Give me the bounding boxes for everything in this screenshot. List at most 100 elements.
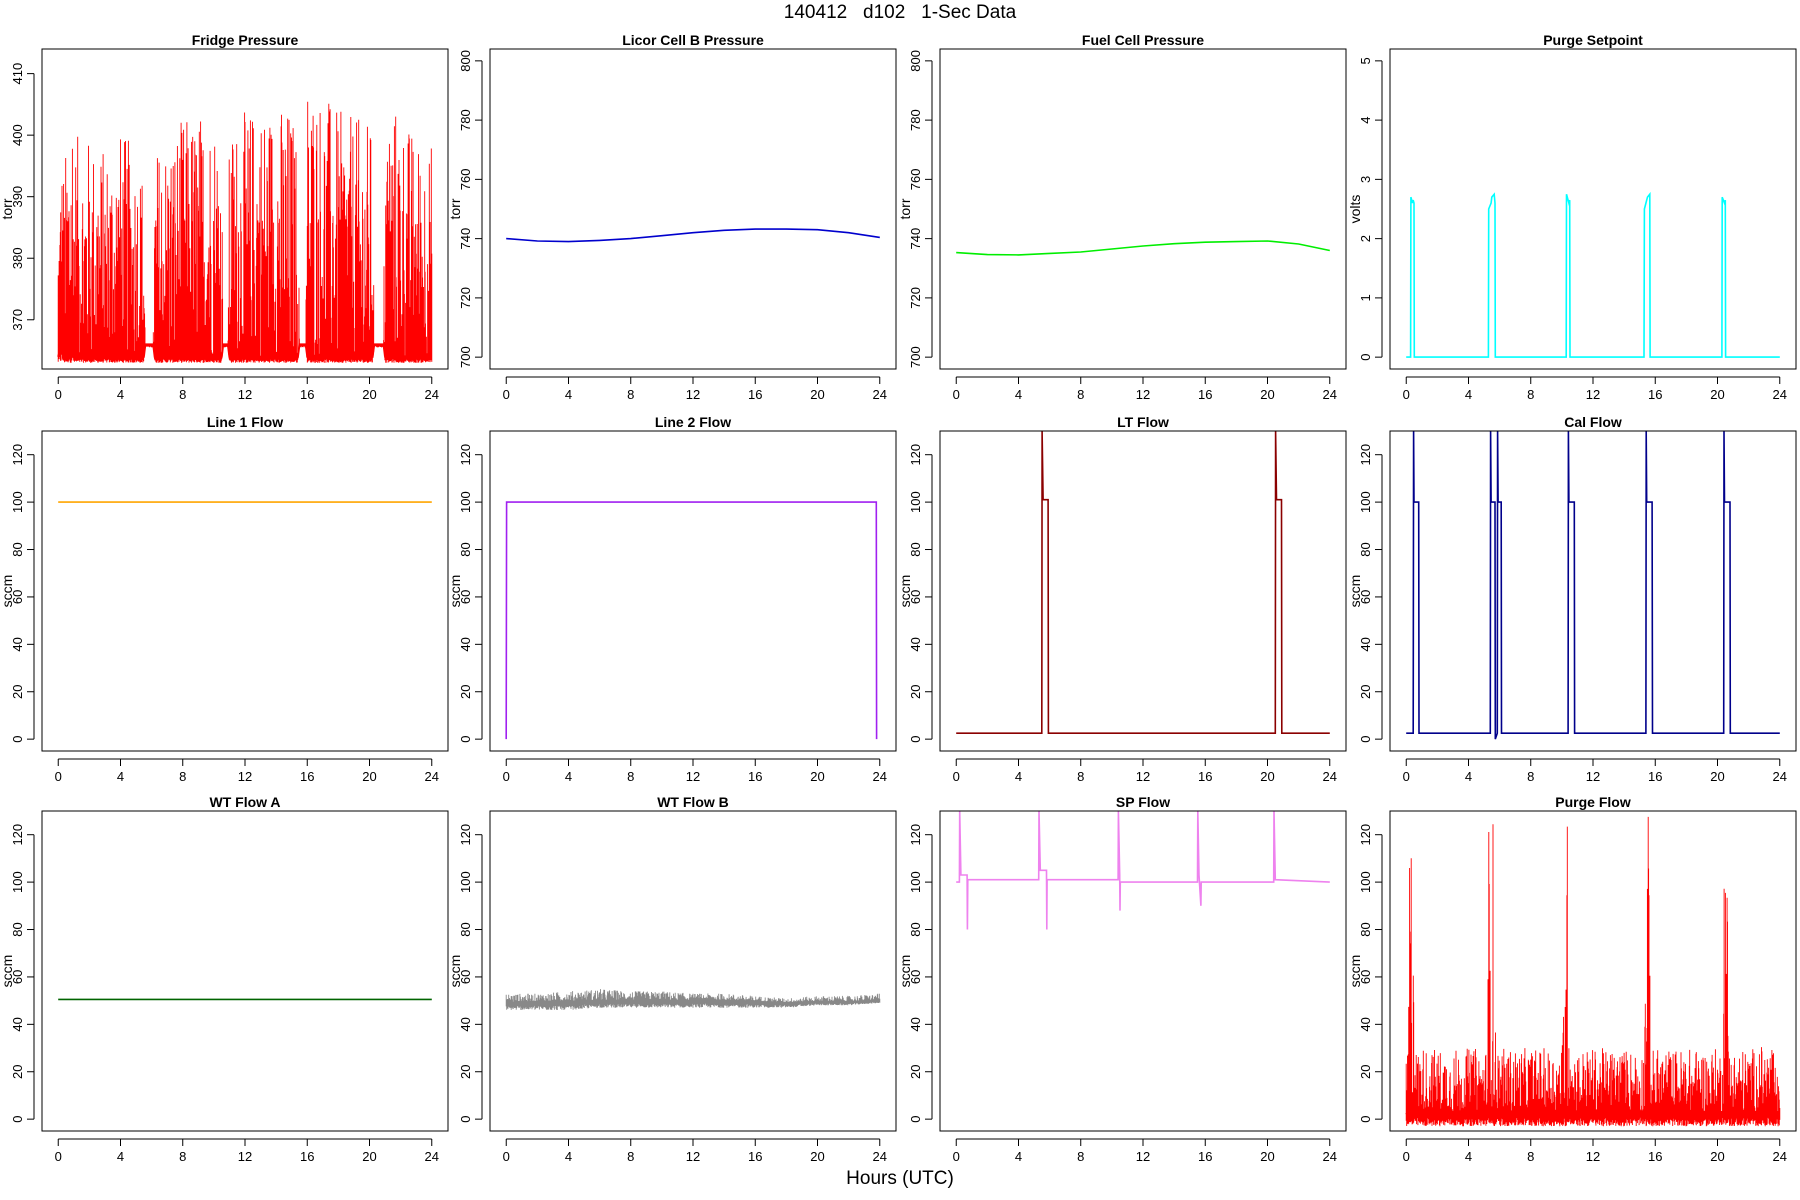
panel-data-fridge-pressure	[57, 101, 433, 363]
series-line-sp-flow	[956, 811, 1330, 930]
y-axis-label-cal-flow: sccm	[1347, 575, 1363, 608]
x-tick-label-line-1-flow: 24	[425, 769, 439, 784]
y-tick-label-line-1-flow: 120	[10, 444, 25, 466]
y-tick-label-wt-flow-b: 20	[458, 1065, 473, 1079]
panel-lt-flow: LT Flow sccm 0 4 8 12 16 20 24 0 20 40 60 80 100 120	[897, 414, 1347, 784]
x-tick-label-fridge-pressure: 8	[179, 387, 186, 402]
x-tick-label-cal-flow: 12	[1586, 769, 1600, 784]
y-axis-label-line-1-flow: sccm	[0, 575, 15, 608]
x-tick-label-wt-flow-b: 24	[873, 1149, 887, 1164]
y-tick-label-sp-flow: 0	[908, 1116, 923, 1123]
y-tick-label-line-1-flow: 60	[10, 590, 25, 604]
y-tick-label-wt-flow-b: 0	[458, 1116, 473, 1123]
series-line-cal-flow	[1406, 431, 1780, 740]
y-tick-label-line-2-flow: 20	[458, 685, 473, 699]
x-tick-label-purge-setpoint: 0	[1403, 387, 1410, 402]
y-tick-label-cal-flow: 120	[1358, 444, 1373, 466]
x-tick-label-wt-flow-b: 8	[627, 1149, 634, 1164]
y-tick-label-cal-flow: 100	[1358, 491, 1373, 513]
y-axis-label-lt-flow: sccm	[897, 575, 913, 608]
x-tick-label-wt-flow-b: 20	[810, 1149, 824, 1164]
plot-frame-purge-flow	[1389, 810, 1797, 1132]
x-tick-label-cal-flow: 20	[1710, 769, 1724, 784]
panel-data-line-2-flow	[505, 501, 878, 740]
y-tick-label-wt-flow-b: 60	[458, 970, 473, 984]
x-tick-label-sp-flow: 4	[1015, 1149, 1022, 1164]
x-tick-label-sp-flow: 16	[1198, 1149, 1212, 1164]
figure-title: 140412 d102 1-Sec Data	[783, 2, 1017, 23]
y-tick-label-lt-flow: 0	[908, 736, 923, 743]
y-tick-label-purge-flow: 40	[1358, 1017, 1373, 1031]
y-tick-label-cal-flow: 0	[1358, 736, 1373, 743]
y-tick-label-wt-flow-b: 40	[458, 1017, 473, 1031]
y-axis-label-fuel-cell-pressure: torr	[897, 198, 913, 219]
plot-frame-wt-flow-b	[489, 810, 897, 1132]
x-tick-label-wt-flow-a: 16	[300, 1149, 314, 1164]
y-tick-label-sp-flow: 20	[908, 1065, 923, 1079]
y-tick-label-fridge-pressure: 380	[10, 247, 25, 269]
x-tick-label-line-2-flow: 8	[627, 769, 634, 784]
y-tick-label-line-2-flow: 60	[458, 590, 473, 604]
x-tick-label-line-2-flow: 16	[748, 769, 762, 784]
y-tick-label-line-2-flow: 0	[458, 736, 473, 743]
panel-title-licor-cell-b-pressure: Licor Cell B Pressure	[622, 32, 764, 48]
y-tick-label-purge-flow: 60	[1358, 970, 1373, 984]
panel-purge-flow: Purge Flow sccm 0 4 8 12 16 20 24 0 20 40 60 80 100 120	[1347, 794, 1797, 1164]
plot-frame-purge-setpoint	[1389, 48, 1797, 370]
x-tick-label-purge-flow: 20	[1710, 1149, 1724, 1164]
x-tick-label-wt-flow-a: 0	[55, 1149, 62, 1164]
x-tick-label-cal-flow: 0	[1403, 769, 1410, 784]
y-tick-label-purge-setpoint: 4	[1358, 116, 1373, 123]
y-tick-label-wt-flow-a: 0	[10, 1116, 25, 1123]
panel-cal-flow: Cal Flow sccm 0 4 8 12 16 20 24 0 20 40 60 80 100 120	[1347, 414, 1797, 784]
panel-data-cal-flow	[1406, 431, 1780, 740]
x-tick-label-wt-flow-a: 20	[362, 1149, 376, 1164]
plot-frame-line-2-flow	[489, 430, 897, 752]
y-tick-label-wt-flow-a: 120	[10, 824, 25, 846]
x-tick-label-line-2-flow: 24	[873, 769, 887, 784]
x-tick-label-fuel-cell-pressure: 20	[1260, 387, 1274, 402]
x-tick-label-purge-flow: 12	[1586, 1149, 1600, 1164]
plot-frame-cal-flow	[1389, 430, 1797, 752]
panel-title-wt-flow-b: WT Flow B	[657, 794, 729, 810]
x-tick-label-wt-flow-b: 16	[748, 1149, 762, 1164]
x-tick-label-sp-flow: 0	[953, 1149, 960, 1164]
x-tick-label-fridge-pressure: 24	[425, 387, 439, 402]
y-tick-label-wt-flow-a: 40	[10, 1017, 25, 1031]
panel-wt-flow-b: WT Flow B sccm 0 4 8 12 16 20 24 0 20 40 60 80 100 120	[447, 794, 897, 1164]
x-tick-label-wt-flow-a: 24	[425, 1149, 439, 1164]
plot-frame-wt-flow-a	[41, 810, 449, 1132]
series-line-fuel-cell-pressure	[956, 240, 1330, 256]
panel-title-lt-flow: LT Flow	[1117, 414, 1169, 430]
x-tick-label-purge-setpoint: 24	[1773, 387, 1787, 402]
panel-data-licor-cell-b-pressure	[506, 228, 880, 243]
y-tick-label-sp-flow: 40	[908, 1017, 923, 1031]
x-tick-label-wt-flow-b: 4	[565, 1149, 572, 1164]
y-axis-label-purge-flow: sccm	[1347, 955, 1363, 988]
y-tick-label-line-1-flow: 40	[10, 637, 25, 651]
x-tick-label-licor-cell-b-pressure: 20	[810, 387, 824, 402]
y-tick-label-wt-flow-b: 80	[458, 922, 473, 936]
plot-frame-line-1-flow	[41, 430, 449, 752]
x-tick-label-purge-setpoint: 12	[1586, 387, 1600, 402]
series-spikes-purge-flow	[1405, 816, 1781, 1127]
x-tick-label-fuel-cell-pressure: 24	[1323, 387, 1337, 402]
y-tick-label-lt-flow: 40	[908, 637, 923, 651]
y-tick-label-sp-flow: 60	[908, 970, 923, 984]
x-tick-label-purge-flow: 24	[1773, 1149, 1787, 1164]
y-axis-label-wt-flow-b: sccm	[447, 955, 463, 988]
panel-wt-flow-a: WT Flow A sccm 0 4 8 12 16 20 24 0 20 40 60 80 100 120	[0, 794, 449, 1164]
y-tick-label-fuel-cell-pressure: 800	[908, 50, 923, 72]
plot-frame-fuel-cell-pressure	[939, 48, 1347, 370]
x-tick-label-sp-flow: 12	[1136, 1149, 1150, 1164]
x-tick-label-lt-flow: 20	[1260, 769, 1274, 784]
y-tick-label-licor-cell-b-pressure: 800	[458, 50, 473, 72]
panel-title-line-1-flow: Line 1 Flow	[207, 414, 283, 430]
y-tick-label-purge-setpoint: 5	[1358, 57, 1373, 64]
y-tick-label-lt-flow: 20	[908, 685, 923, 699]
x-tick-label-fridge-pressure: 0	[55, 387, 62, 402]
x-tick-label-fuel-cell-pressure: 12	[1136, 387, 1150, 402]
x-tick-label-purge-flow: 8	[1527, 1149, 1534, 1164]
y-axis-label-sp-flow: sccm	[897, 955, 913, 988]
y-tick-label-lt-flow: 60	[908, 590, 923, 604]
